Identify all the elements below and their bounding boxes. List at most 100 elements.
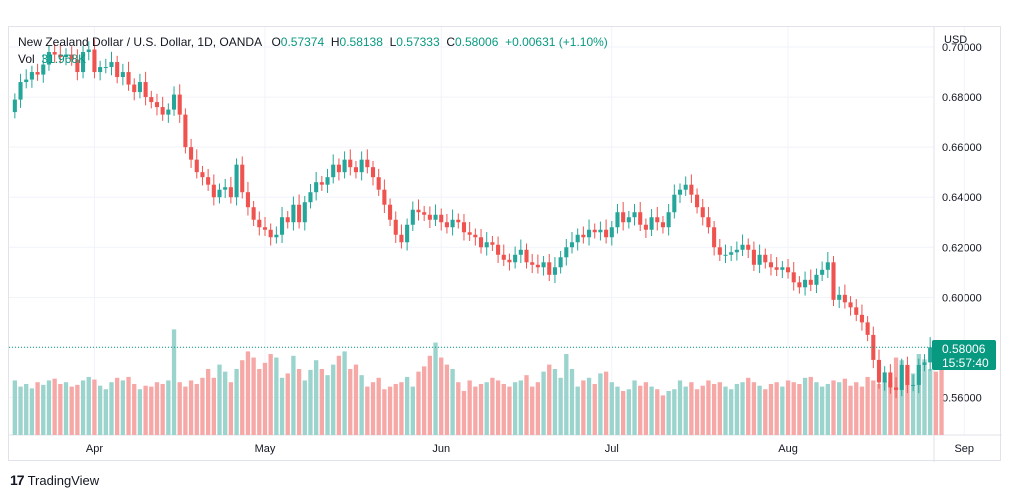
candle-body (268, 229, 273, 238)
candle-body (461, 222, 467, 233)
candle-body (69, 54, 74, 60)
candle-body (586, 229, 592, 238)
candle-body (473, 234, 478, 238)
candle-body (240, 164, 245, 193)
candle-body (444, 222, 449, 228)
candle-body (325, 177, 330, 185)
volume-bar (899, 360, 904, 435)
candle-body (751, 249, 756, 265)
volume-bar (217, 364, 222, 435)
volume-bar (501, 383, 506, 435)
volume-bar (609, 382, 614, 435)
volume-bar (183, 386, 188, 435)
volume-bar (518, 380, 523, 435)
volume-bar (376, 377, 381, 435)
volume-bar (126, 376, 131, 435)
volume-bar (620, 391, 626, 435)
volume-bar (240, 360, 245, 435)
open-value: 0.57374 (280, 35, 325, 49)
volume-bar (797, 383, 802, 435)
volume-bar (92, 379, 97, 435)
brand-name: TradingView (27, 472, 100, 488)
candle-body (825, 262, 830, 270)
volume-bar (177, 382, 182, 435)
candle-body (490, 242, 495, 245)
volume-bar (569, 369, 575, 435)
candle-body (206, 177, 211, 185)
candle-body (496, 244, 501, 255)
volume-bar (387, 386, 393, 435)
volume-bar (450, 369, 455, 435)
volume-bar (461, 391, 467, 435)
volume-bar (336, 355, 342, 435)
volume-bar (854, 382, 859, 435)
volume-bar (819, 386, 825, 435)
candle-body (376, 177, 381, 190)
candle-body (723, 254, 728, 256)
candle-body (501, 254, 506, 260)
volume-bar (694, 389, 700, 435)
candle-body (649, 217, 654, 230)
candle-body (353, 167, 359, 173)
candle-body (12, 99, 17, 113)
candle-body (342, 159, 347, 173)
y-tick-label: 0.64000 (942, 192, 982, 204)
candle-body (837, 294, 842, 300)
candle-body (52, 52, 57, 55)
volume-bar (234, 369, 239, 435)
candle-body (143, 82, 148, 98)
volume-bar (512, 382, 518, 435)
volume-bar (837, 382, 842, 435)
volume-bar (763, 389, 768, 435)
volume-bar (706, 380, 711, 435)
volume-bar (115, 377, 120, 435)
volume-bar (626, 389, 632, 435)
volume-bar (456, 382, 461, 435)
volume-bar (467, 380, 472, 435)
volume-bar (433, 342, 438, 435)
candle-body (149, 97, 154, 103)
candle-body (575, 234, 580, 243)
volume-bar (308, 369, 313, 435)
candle-body (763, 254, 768, 263)
candle-body (712, 227, 717, 248)
candle-body (569, 242, 575, 248)
candle-body (842, 294, 847, 303)
volume-bar (262, 362, 268, 435)
candle-body (154, 102, 160, 108)
close-label: C (446, 35, 455, 49)
volume-bar (774, 382, 779, 435)
volume-bar (296, 369, 302, 435)
volume-bar (643, 382, 649, 435)
tradingview-brand[interactable]: 17 TradingView (10, 472, 99, 488)
currency-label: USD (944, 34, 968, 46)
volume-bar (80, 380, 86, 435)
volume-bar (871, 380, 876, 435)
volume-bar (581, 380, 586, 435)
candle-body (911, 384, 916, 386)
open-label: O (271, 35, 281, 49)
candle-body (183, 114, 188, 148)
volume-bar (257, 369, 262, 435)
volume-bar (888, 382, 893, 435)
volume-bar (757, 385, 762, 435)
volume-bar (342, 351, 347, 435)
candle-body (257, 219, 262, 228)
volume-bar (615, 386, 620, 435)
candle-body (478, 237, 484, 248)
candle-body (35, 72, 40, 75)
candle-body (552, 267, 557, 275)
candle-body (427, 214, 432, 220)
volume-bar (69, 386, 74, 435)
candle-body (524, 249, 529, 263)
candle-body (382, 189, 387, 205)
candle-body (922, 362, 927, 365)
volume-bar (649, 386, 654, 435)
volume-bar (905, 366, 910, 435)
candle-body (348, 159, 353, 168)
volume-bar (353, 364, 359, 435)
candlestick-chart[interactable]: 0.560000.580000.600000.620000.640000.660… (9, 27, 1002, 462)
candle-body (200, 172, 205, 178)
candle-body (115, 62, 120, 78)
volume-bar (564, 354, 569, 435)
